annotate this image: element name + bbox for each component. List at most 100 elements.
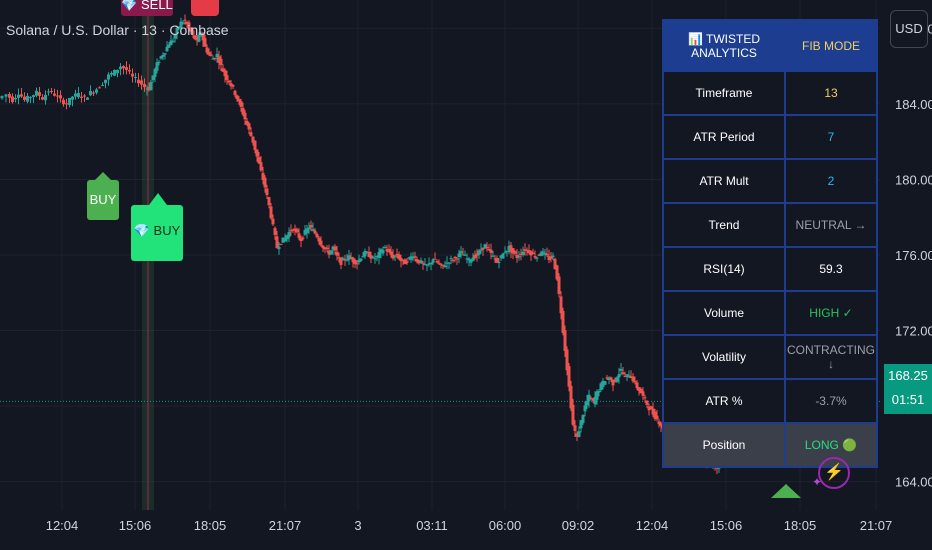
candle-body [32, 95, 35, 98]
candle-body [533, 256, 537, 258]
candle-body [159, 56, 163, 59]
candle-body [263, 177, 267, 188]
candle-body [161, 55, 165, 57]
candle-body [373, 258, 377, 260]
candle-body [110, 73, 113, 75]
candle-body [385, 249, 389, 252]
candle-body [393, 255, 397, 257]
candle-body [261, 172, 265, 180]
candle-body [241, 107, 245, 115]
y-tick-label: 164.00 [895, 475, 932, 490]
candle-body [359, 258, 363, 261]
candle-body [217, 56, 221, 63]
symbol-title: Solana / U.S. Dollar · 13 · Coinbase [6, 22, 229, 38]
candle-body [539, 252, 543, 256]
candle-body [515, 254, 519, 259]
candle-body [211, 58, 215, 60]
candle-body [251, 136, 255, 143]
candle-body [181, 22, 185, 24]
candle-body [137, 79, 140, 84]
candle-body [483, 244, 487, 249]
currency-button[interactable]: USD [890, 10, 928, 48]
candle-body [71, 96, 74, 100]
bar-countdown: 01:51 [891, 392, 925, 407]
table-header-row: 📊 TWISTED ANALYTICS FIB MODE [662, 19, 878, 72]
candle-body [351, 257, 355, 263]
candle-body [379, 249, 383, 254]
candle-body [371, 256, 375, 258]
candle-body [273, 227, 277, 235]
table-mode: FIB MODE [784, 19, 878, 72]
candle-body [411, 257, 415, 259]
candle-body [259, 162, 263, 171]
candle-body [311, 229, 315, 231]
candle-body [441, 264, 445, 266]
candle-body [419, 260, 423, 263]
candle-body [587, 394, 591, 402]
candle-body [315, 233, 319, 238]
candle-body [185, 21, 189, 25]
candle-body [225, 75, 229, 81]
candle-body [461, 254, 465, 256]
candle-body [491, 255, 495, 257]
candle-body [335, 251, 339, 256]
x-tick-label: 21:07 [860, 518, 893, 533]
table-row-label: Volume [662, 290, 786, 336]
candle-body [38, 92, 41, 96]
candle-body [637, 387, 641, 392]
candle-body [201, 34, 205, 41]
candle-body [633, 381, 637, 383]
candle-body [245, 120, 249, 125]
candle-body [427, 263, 431, 265]
candle-body [199, 32, 203, 35]
candle-body [173, 34, 177, 39]
candle-body [59, 95, 62, 99]
candle-body [179, 21, 183, 29]
candle-body [149, 82, 153, 91]
candle-body [89, 90, 92, 96]
candle-body [585, 401, 589, 406]
candle-body [189, 28, 193, 32]
candle-body [413, 256, 417, 258]
candle-body [253, 140, 257, 151]
candle-body [603, 381, 607, 385]
candle-body [571, 404, 575, 425]
candle-body [389, 251, 393, 255]
candle-body [573, 425, 577, 431]
candle-body [599, 383, 603, 390]
candle-body [221, 68, 225, 72]
candle-body [229, 83, 233, 87]
x-tick-label: 12:04 [46, 518, 79, 533]
candle-body [489, 249, 493, 253]
candle-body [243, 112, 247, 120]
candle-body [187, 22, 191, 28]
table-row: ATR Period 7 [662, 114, 878, 160]
candle-body [271, 218, 275, 225]
candle-body [367, 251, 371, 257]
y-tick-label: 184.00 [895, 97, 932, 112]
candle-body [327, 250, 331, 255]
candle-body [269, 206, 273, 219]
candle-body [463, 254, 467, 256]
candle-body [289, 230, 293, 232]
candle-body [293, 228, 297, 231]
candle-body [23, 96, 26, 100]
candle-body [65, 103, 68, 105]
candle-body [617, 374, 621, 378]
candle-body [507, 246, 511, 251]
table-row-value: 7 [784, 114, 878, 160]
candle-body [191, 30, 195, 35]
candle-body [529, 251, 533, 256]
candle-body [391, 254, 395, 259]
table-row-label: ATR Period [662, 114, 786, 160]
x-tick-label: 18:05 [784, 518, 817, 533]
lightning-icon[interactable]: ⚡ [818, 457, 850, 489]
candle-body [171, 40, 175, 42]
candle-body [0, 96, 4, 99]
candle-body [365, 252, 369, 254]
candle-body [423, 264, 427, 266]
candle-body [537, 254, 541, 256]
table-row-label: Trend [662, 202, 786, 248]
candle-body [445, 262, 449, 264]
candle-body [557, 276, 561, 294]
